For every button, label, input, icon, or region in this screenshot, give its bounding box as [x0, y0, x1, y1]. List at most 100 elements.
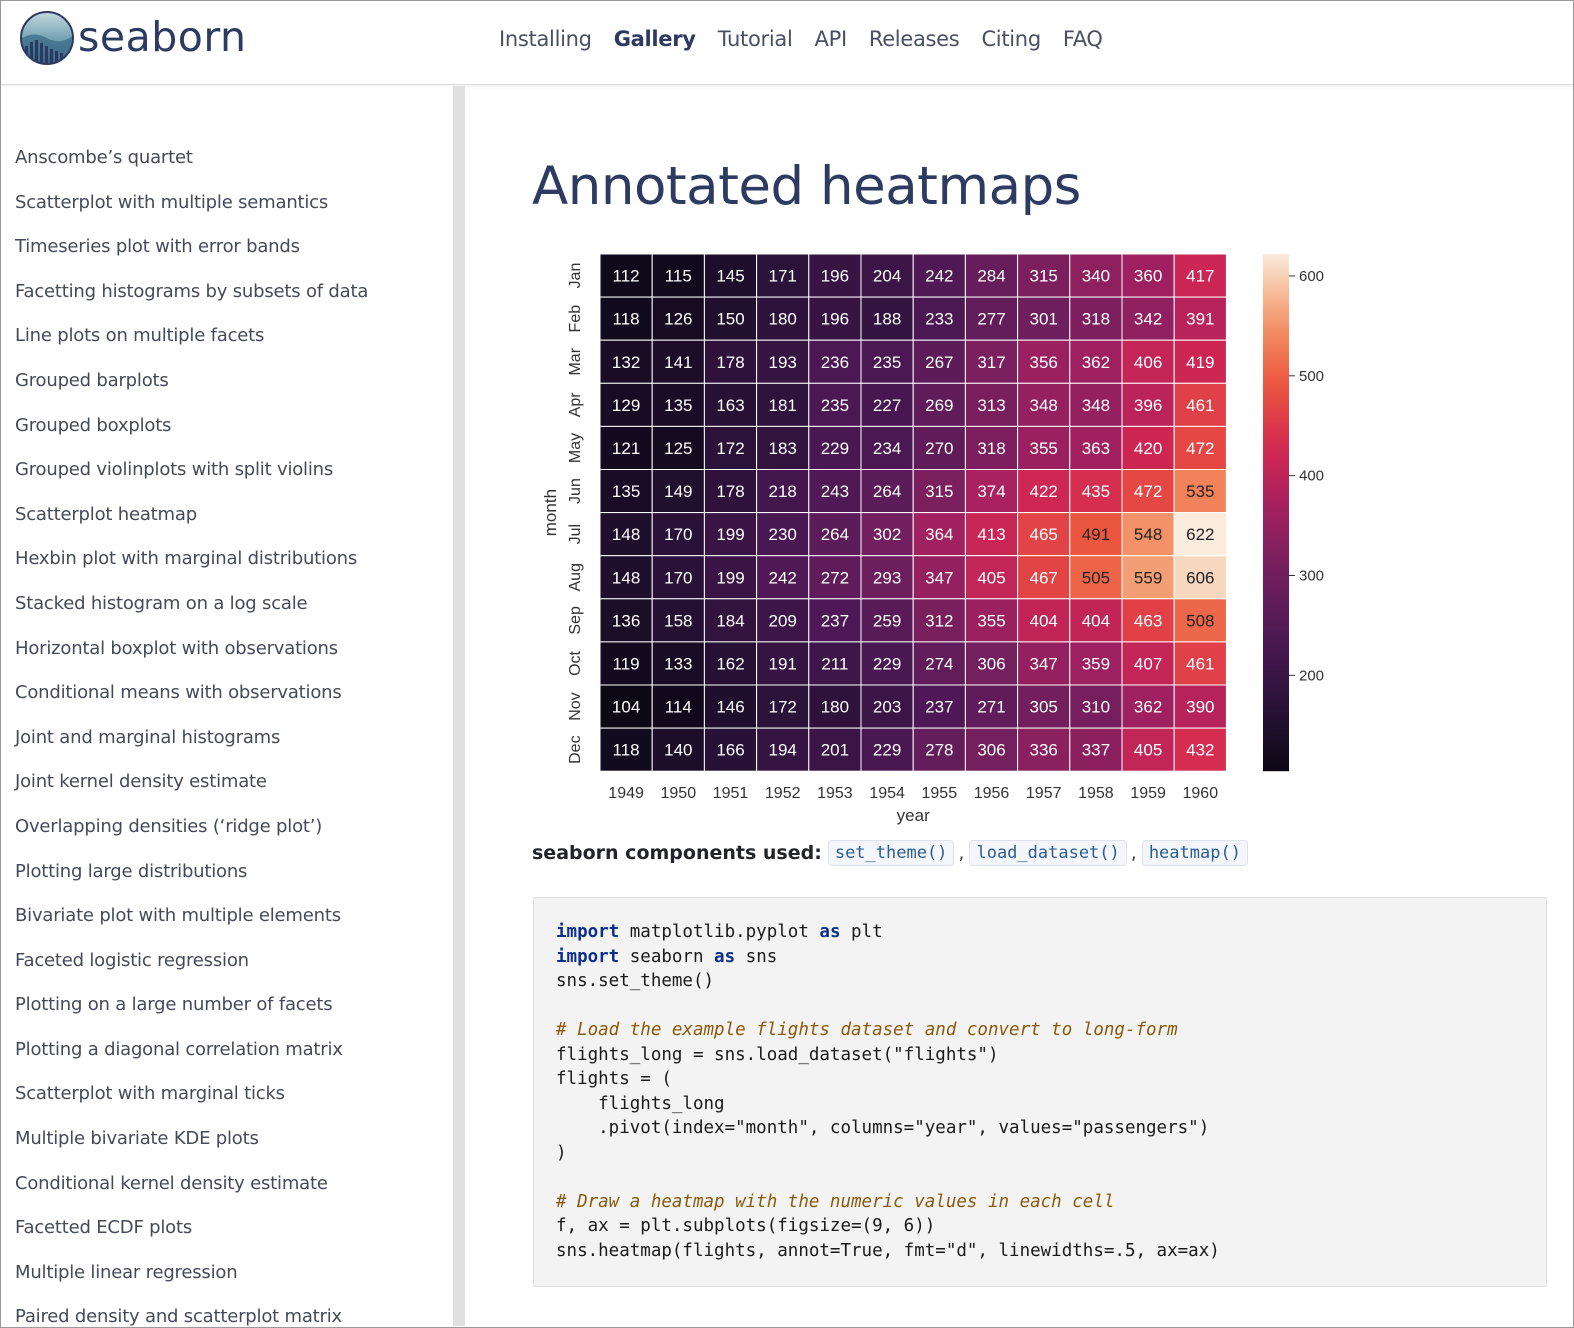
nav-api[interactable]: API [814, 27, 848, 51]
nav-faq[interactable]: FAQ [1062, 27, 1103, 51]
x-tick-label: 1959 [1130, 785, 1166, 802]
cell-label: 135 [612, 482, 640, 501]
page-title: Annotated heatmaps [532, 156, 1081, 217]
sidebar-item[interactable]: Grouped violinplots with split violins [15, 459, 334, 481]
heatmap-cell [1069, 641, 1123, 686]
load-dataset-link[interactable]: load_dataset() [969, 840, 1127, 866]
heatmap-cell [1173, 425, 1227, 470]
y-tick-label: Apr [567, 392, 584, 418]
sidebar-item[interactable]: Joint and marginal histograms [15, 726, 281, 748]
cell-label: 229 [873, 741, 901, 760]
heatmap-cell [964, 253, 1019, 298]
x-tick-label: 1958 [1078, 785, 1114, 802]
cell-label: 317 [977, 353, 1005, 372]
gallery-sidebar: Anscombe’s quartet Scatterplot with mult… [1, 86, 453, 1326]
sidebar-item[interactable]: Joint kernel density estimate [15, 771, 267, 793]
sidebar-item[interactable]: Horizontal boxplot with observations [15, 637, 338, 659]
colorbar-tick-label: 300 [1299, 568, 1324, 585]
sidebar-item[interactable]: Scatterplot heatmap [15, 503, 197, 525]
cell-label: 302 [873, 525, 901, 544]
brand-name[interactable]: seaborn [78, 13, 247, 61]
sidebar-item[interactable]: Hexbin plot with marginal distributions [15, 548, 358, 570]
heatmap-cell [756, 382, 810, 427]
sidebar-item[interactable]: Paired density and scatterplot matrix [15, 1306, 342, 1326]
x-tick-label: 1960 [1183, 785, 1219, 802]
sidebar-item[interactable]: Grouped boxplots [15, 414, 172, 436]
cell-label: 178 [716, 482, 744, 501]
cell-label: 193 [769, 353, 797, 372]
heatmap-cell [651, 598, 705, 643]
sidebar-item[interactable]: Timeseries plot with error bands [15, 236, 300, 258]
sidebar-item[interactable]: Scatterplot with multiple semantics [15, 191, 329, 213]
heatmap-cell [599, 555, 653, 600]
sidebar-item[interactable]: Plotting a diagonal correlation matrix [15, 1038, 343, 1060]
heatmap-cell [808, 684, 862, 729]
cell-label: 135 [664, 396, 692, 415]
heatmap-cell [651, 469, 705, 514]
nav-releases[interactable]: Releases [868, 27, 960, 51]
cell-label: 407 [1134, 654, 1162, 673]
heatmap-cell [599, 339, 653, 384]
colorbar [1263, 254, 1289, 772]
sidebar-item[interactable]: Anscombe’s quartet [15, 147, 193, 168]
seaborn-logo-icon[interactable] [19, 10, 75, 66]
sidebar-item[interactable]: Scatterplot with marginal ticks [15, 1083, 285, 1105]
heatmap-cell [1173, 339, 1227, 384]
sidebar-item[interactable]: Conditional kernel density estimate [15, 1172, 328, 1194]
cell-label: 348 [1082, 396, 1110, 415]
colorbar-tick-label: 400 [1299, 468, 1324, 485]
sidebar-item[interactable]: Multiple linear regression [15, 1261, 238, 1283]
heatmap-cell [1017, 727, 1071, 772]
cell-label: 435 [1082, 482, 1110, 501]
heatmap-cell [1121, 296, 1175, 341]
sidebar-item[interactable]: Stacked histogram on a log scale [15, 592, 308, 614]
cell-label: 348 [1030, 396, 1058, 415]
cell-label: 318 [1082, 310, 1110, 329]
sidebar-item[interactable]: Multiple bivariate KDE plots [15, 1128, 259, 1150]
heatmap-cell [860, 555, 914, 600]
sidebar-item[interactable]: Plotting large distributions [15, 860, 248, 882]
cell-label: 419 [1186, 353, 1214, 372]
sidebar-item[interactable]: Conditional means with observations [15, 682, 342, 704]
heatmap-cell [703, 296, 758, 341]
components-used: seaborn components used: set_theme(), lo… [532, 840, 1248, 866]
heatmap-cell [808, 425, 862, 470]
sidebar-item[interactable]: Line plots on multiple facets [15, 325, 265, 347]
heatmap-cell [1069, 512, 1123, 557]
heatmap-cell [1173, 684, 1227, 729]
sidebar-item[interactable]: Plotting on a large number of facets [15, 994, 333, 1016]
cell-label: 136 [612, 611, 640, 630]
cell-label: 218 [769, 482, 797, 501]
cell-label: 363 [1082, 439, 1110, 458]
cell-label: 132 [612, 353, 640, 372]
heatmap-cell [860, 641, 914, 686]
cell-label: 305 [1030, 698, 1058, 717]
sidebar-scrollbar[interactable] [453, 86, 465, 1326]
sidebar-item[interactable]: Overlapping densities (‘ridge plot’) [15, 815, 323, 837]
nav-tutorial[interactable]: Tutorial [717, 27, 793, 51]
nav-installing[interactable]: Installing [499, 27, 592, 51]
heatmap-cell [1069, 382, 1123, 427]
cell-label: 313 [977, 396, 1005, 415]
heatmap-cell [1017, 425, 1071, 470]
cell-label: 125 [664, 439, 692, 458]
cell-label: 129 [612, 396, 640, 415]
nav-citing[interactable]: Citing [981, 27, 1041, 51]
heatmap-cell [912, 512, 966, 557]
sidebar-item[interactable]: Facetting histograms by subsets of data [15, 280, 369, 302]
sidebar-item[interactable]: Facetted ECDF plots [15, 1217, 192, 1239]
sidebar-item[interactable]: Faceted logistic regression [15, 949, 249, 971]
sidebar-item[interactable]: Grouped barplots [15, 369, 169, 391]
cell-label: 277 [977, 310, 1005, 329]
nav-gallery[interactable]: Gallery [613, 27, 696, 51]
set-theme-link[interactable]: set_theme() [827, 840, 955, 866]
code-block[interactable]: import matplotlib.pyplot as plt import s… [533, 897, 1547, 1287]
heatmap-cell [651, 382, 705, 427]
sidebar-item[interactable]: Bivariate plot with multiple elements [15, 905, 341, 927]
heatmap-cell [912, 253, 966, 298]
heatmap-cell [860, 253, 914, 298]
cell-label: 406 [1134, 353, 1162, 372]
heatmap-cell [860, 727, 914, 772]
heatmap-link[interactable]: heatmap() [1141, 840, 1248, 866]
cell-label: 461 [1186, 396, 1214, 415]
